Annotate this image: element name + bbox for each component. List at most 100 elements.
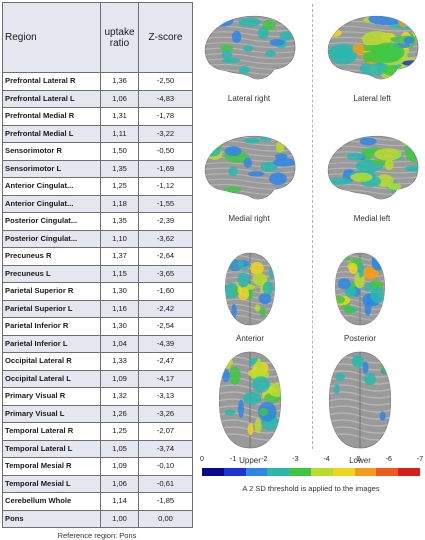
cell-region: Parietal Superior R xyxy=(2,282,101,301)
cell-region: Precuneus L xyxy=(2,264,101,283)
cell-uptake-ratio: 1,30 xyxy=(100,282,139,301)
cell-region: Occipital Lateral L xyxy=(2,369,101,388)
colorbar-segment xyxy=(354,468,377,476)
cell-z-score: -3,74 xyxy=(138,439,193,458)
brain-view-label: Medial right xyxy=(228,214,270,223)
header-region: Region xyxy=(2,2,101,73)
cell-uptake-ratio: 1,15 xyxy=(100,264,139,283)
cell-z-score: -3,13 xyxy=(138,387,193,406)
table-row: Precuneus L 1,15 -3,65 xyxy=(2,264,193,283)
brain-view-label: Medial left xyxy=(353,214,391,223)
cell-uptake-ratio: 1,50 xyxy=(100,142,139,161)
cell-z-score: -2,50 xyxy=(138,72,193,91)
header-uptake-ratio: uptake ratio xyxy=(100,2,139,73)
cell-uptake-ratio: 1,09 xyxy=(100,457,139,476)
table-row: Posterior Cingulat... 1,35 -2,39 xyxy=(2,212,193,231)
cell-z-score: -4,83 xyxy=(138,89,193,108)
cell-z-score: -2,39 xyxy=(138,212,193,231)
colorbar-tick-label: -2 xyxy=(261,456,268,463)
cell-region: Temporal Lateral R xyxy=(2,422,101,441)
table-row: Precuneus R 1,37 -2,64 xyxy=(2,247,193,266)
cell-region: Prefrontal Medial L xyxy=(2,124,101,143)
cell-region: Anterior Cingulat... xyxy=(2,177,101,196)
table-row: Parietal Inferior R 1,30 -2,54 xyxy=(2,317,193,336)
cell-region: Prefrontal Lateral L xyxy=(2,89,101,108)
cell-uptake-ratio: 1,06 xyxy=(100,89,139,108)
threshold-note: A 2 SD threshold is applied to the image… xyxy=(242,484,380,493)
cell-region: Pons xyxy=(2,509,101,528)
colorbar-tick-label: -4 xyxy=(323,456,330,463)
colorbar-tick-label: -6 xyxy=(385,456,392,463)
reference-region-note: Reference region: Pons xyxy=(57,531,137,540)
cell-region: Parietal Inferior R xyxy=(2,317,101,336)
cell-z-score: -3,62 xyxy=(138,229,193,248)
colorbar-tick-label: -3 xyxy=(292,456,299,463)
cell-uptake-ratio: 1,31 xyxy=(100,107,139,126)
cell-uptake-ratio: 1,05 xyxy=(100,439,139,458)
cell-uptake-ratio: 1,04 xyxy=(100,334,139,353)
cell-uptake-ratio: 1,32 xyxy=(100,387,139,406)
header-z-score: Z-score xyxy=(138,2,193,73)
cell-uptake-ratio: 1,30 xyxy=(100,317,139,336)
table-row: Temporal Mesial R 1,09 -0,10 xyxy=(2,457,193,476)
table-row: Temporal Lateral L 1,05 -3,74 xyxy=(2,439,193,458)
cell-z-score: -2,64 xyxy=(138,247,193,266)
cell-z-score: -0,10 xyxy=(138,457,193,476)
colorbar-tick-label: -1 xyxy=(230,456,237,463)
cell-z-score: -1,60 xyxy=(138,282,193,301)
cell-region: Temporal Lateral L xyxy=(2,439,101,458)
cell-region: Primary Visual L xyxy=(2,404,101,423)
table-row: Occipital Lateral L 1,09 -4,17 xyxy=(2,369,193,388)
cell-region: Parietal Inferior L xyxy=(2,334,101,353)
table-row: Sensorimotor L 1,35 -1,69 xyxy=(2,159,193,178)
table-row: Occipital Lateral R 1,33 -2,47 xyxy=(2,352,193,371)
cell-region: Cerebellum Whole xyxy=(2,492,101,511)
colorbar-segment xyxy=(332,468,355,476)
table-body: Prefrontal Lateral R 1,36 -2,50 Prefrontal … xyxy=(2,72,193,528)
region-table: Region uptake ratio Z-score Prefrontal L… xyxy=(2,2,193,528)
colorbar-segment xyxy=(223,468,246,476)
cell-region: Sensorimotor L xyxy=(2,159,101,178)
cell-z-score: -1,69 xyxy=(138,159,193,178)
table-row: Primary Visual R 1,32 -3,13 xyxy=(2,387,193,406)
brain-map-anterior xyxy=(225,252,275,326)
cell-z-score: -2,42 xyxy=(138,299,193,318)
table-row: Parietal Inferior L 1,04 -4,39 xyxy=(2,334,193,353)
cell-z-score: -0,61 xyxy=(138,474,193,493)
brain-map-medial-left xyxy=(327,135,419,200)
cell-region: Prefrontal Medial R xyxy=(2,107,101,126)
cell-region: Occipital Lateral R xyxy=(2,352,101,371)
cell-z-score: -2,07 xyxy=(138,422,193,441)
table-row: Prefrontal Lateral L 1,06 -4,83 xyxy=(2,89,193,108)
column-divider xyxy=(312,4,313,449)
cell-uptake-ratio: 1,35 xyxy=(100,159,139,178)
colorbar-tick-label: 0 xyxy=(200,456,204,463)
cell-uptake-ratio: 1,14 xyxy=(100,492,139,511)
cell-z-score: -1,78 xyxy=(138,107,193,126)
cell-z-score: -1,12 xyxy=(138,177,193,196)
cell-region: Prefrontal Lateral R xyxy=(2,72,101,91)
cell-region: Temporal Mesial L xyxy=(2,474,101,493)
cell-uptake-ratio: 1,26 xyxy=(100,404,139,423)
brain-view-label: Lateral left xyxy=(353,94,391,103)
colorbar-tick-label: -5 xyxy=(354,456,361,463)
cell-uptake-ratio: 1,10 xyxy=(100,229,139,248)
cell-region: Temporal Mesial R xyxy=(2,457,101,476)
table-row: Parietal Superior L 1,16 -2,42 xyxy=(2,299,193,318)
cell-uptake-ratio: 1,25 xyxy=(100,177,139,196)
cell-uptake-ratio: 1,16 xyxy=(100,299,139,318)
table-row: Posterior Cingulat... 1,10 -3,62 xyxy=(2,229,193,248)
z-score-colorbar xyxy=(202,468,420,476)
colorbar-segment xyxy=(398,468,420,476)
cell-z-score: -2,54 xyxy=(138,317,193,336)
cell-uptake-ratio: 1,35 xyxy=(100,212,139,231)
colorbar-tick-label: -7 xyxy=(416,456,424,463)
cell-uptake-ratio: 1,11 xyxy=(100,124,139,143)
cell-region: Parietal Superior L xyxy=(2,299,101,318)
brain-view-label: Upper xyxy=(239,456,261,465)
table-row: Prefrontal Medial L 1,11 -3,22 xyxy=(2,124,193,143)
cell-region: Primary Visual R xyxy=(2,387,101,406)
cell-uptake-ratio: 1,25 xyxy=(100,422,139,441)
brain-map-lower xyxy=(328,351,392,449)
cell-region: Sensorimotor R xyxy=(2,142,101,161)
